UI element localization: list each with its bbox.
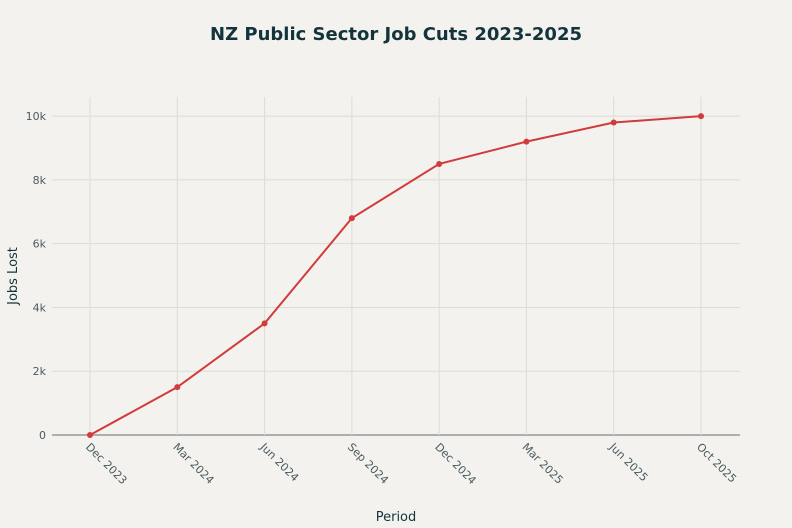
y-axis-tick-labels: 0 2k 4k 6k 8k 10k [26,110,47,442]
y-tick-label: 8k [33,174,47,187]
y-tick-label: 0 [39,429,46,442]
x-gridlines [89,97,702,435]
x-tick-label: Dec 2024 [432,441,479,488]
series-jobs-lost [87,113,704,438]
data-point [436,160,443,167]
x-axis-title: Period [376,510,417,525]
y-tick-label: 10k [26,110,47,123]
y-axis-title: Jobs Lost [6,247,21,306]
data-point [261,320,268,327]
x-tick-label: Sep 2024 [345,441,391,487]
x-tick-label: Dec 2023 [83,441,130,488]
y-gridlines [52,115,740,436]
x-tick-label: Oct 2025 [694,441,739,486]
data-point [348,215,355,222]
chart-title: NZ Public Sector Job Cuts 2023-2025 [210,24,582,45]
x-tick-label: Jun 2025 [606,440,650,484]
data-point [174,384,181,391]
x-axis-tick-labels: Dec 2023 Mar 2024 Jun 2024 Sep 2024 Dec 2024… [83,440,739,487]
data-point [698,113,704,120]
y-tick-label: 4k [33,301,47,314]
y-tick-label: 2k [33,365,47,378]
x-tick-label: Jun 2024 [257,440,301,484]
data-point [523,138,530,145]
series-line [89,115,702,436]
x-tick-label: Mar 2025 [519,441,565,487]
y-tick-label: 6k [33,238,47,251]
x-tick-label: Mar 2024 [170,441,216,487]
data-point [87,432,93,438]
data-point [610,119,617,126]
